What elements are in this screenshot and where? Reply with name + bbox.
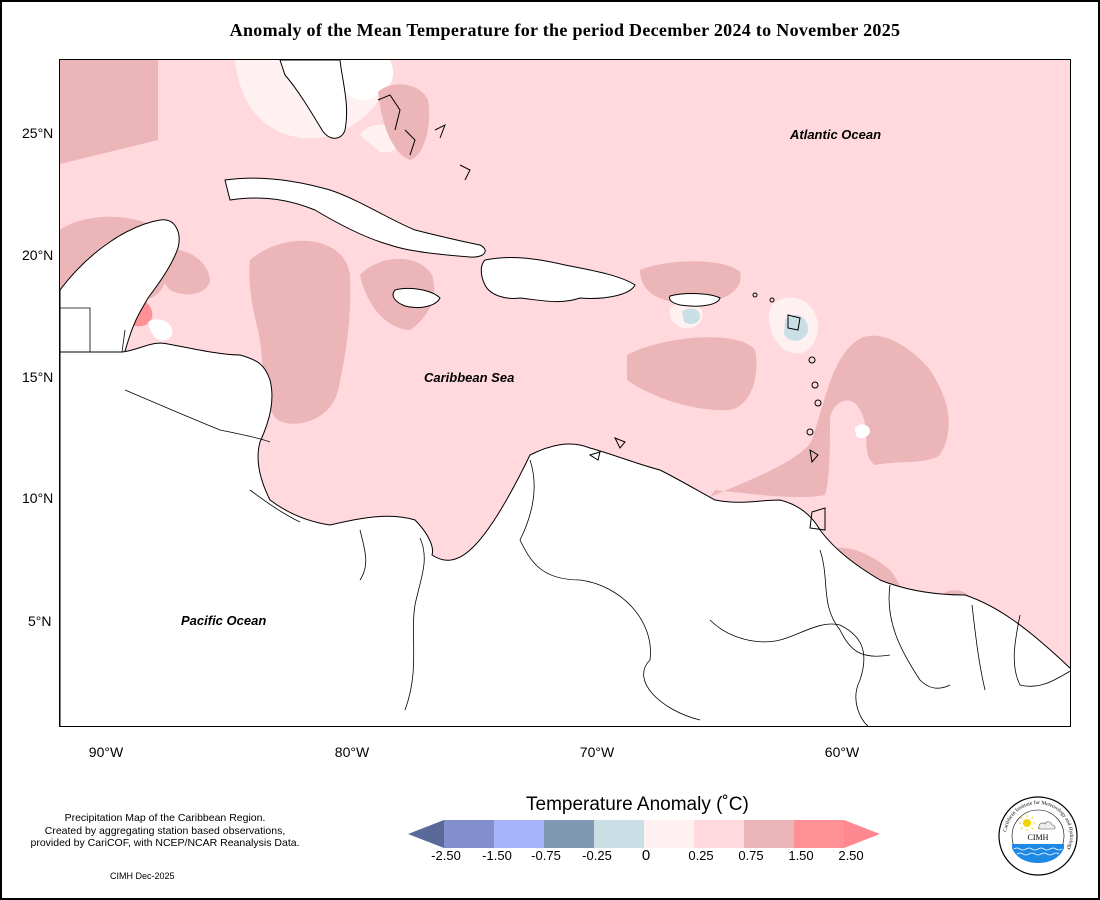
legend-tick: -2.50 (431, 848, 461, 863)
logo-text: CIMH (1028, 833, 1049, 842)
caption-line: provided by CariCOF, with NCEP/NCAR Rean… (30, 837, 300, 849)
country-borders (60, 307, 1070, 726)
border-nicaragua-costa-rica (249, 489, 301, 523)
atlantic-ocean-label: Atlantic Ocean (790, 127, 882, 142)
island-virgin (752, 292, 758, 298)
legend-colorbar (408, 820, 880, 848)
land-florida (279, 60, 348, 139)
caption-line: Precipitation Map of the Caribbean Regio… (64, 812, 266, 824)
border-honduras-nicaragua (124, 389, 271, 443)
patch-windward-islands (710, 335, 949, 498)
patch-eastern-caribbean (627, 337, 757, 411)
border-venezuela-guyana (819, 549, 891, 657)
longitude-label-70w: 70°W (579, 744, 615, 760)
credit-text: CIMH Dec-2025 (110, 871, 175, 881)
land-cuba (224, 177, 486, 258)
patch-bahamas (378, 84, 430, 160)
legend-swatch (644, 820, 694, 848)
island-bahamas-3 (434, 123, 446, 139)
patch-negative-guadeloupe (784, 315, 808, 341)
patch-florida-center (335, 60, 394, 100)
border-costa-rica-panama (359, 529, 367, 581)
legend-swatch (794, 820, 844, 848)
border-guyana-suriname (888, 584, 951, 689)
patch-negative-puerto-rico (682, 308, 700, 324)
island-trinidad (809, 507, 826, 531)
patch-puerto-rico (640, 261, 741, 304)
legend-tick: 0 (641, 847, 651, 864)
island-dominica (808, 356, 816, 364)
border-colombia-venezuela (519, 459, 701, 721)
land-hispaniola (480, 257, 636, 303)
map-caption: Precipitation Map of the Caribbean Regio… (0, 812, 330, 850)
island-st-lucia (814, 399, 822, 407)
legend-swatch (744, 820, 794, 848)
island-bahamas-1 (377, 94, 401, 131)
cimh-logo: Caribbean Institute for Meteorology and … (998, 796, 1078, 876)
land-central-south-america (60, 342, 1070, 726)
legend-tick: -0.75 (531, 848, 561, 863)
land-jamaica (392, 287, 441, 309)
land-puerto-rico (669, 293, 721, 307)
legend-swatch (444, 820, 494, 848)
island-st-vincent (806, 428, 814, 436)
island-anguilla (769, 297, 775, 303)
longitude-label-80w: 80°W (334, 744, 370, 760)
map-canvas (60, 60, 1070, 726)
longitude-label-90w: 90°W (88, 744, 124, 760)
legend-title: Temperature Anomaly (˚C) (526, 794, 749, 815)
island-martinique (811, 381, 819, 389)
latitude-label-5n: 5°N (28, 613, 52, 629)
patch-open-ocean-spot (855, 424, 870, 439)
latitude-label-25n: 25°N (22, 125, 54, 141)
legend-tick: 1.50 (788, 848, 814, 863)
legend-swatch (494, 820, 544, 848)
legend-arrow-low (408, 820, 444, 848)
anomaly-map (59, 59, 1071, 727)
border-belize (121, 329, 126, 353)
patch-gulf-northwest (60, 60, 158, 164)
patch-western-caribbean (249, 240, 351, 424)
island-guadeloupe (787, 314, 801, 331)
pacific-ocean-label: Pacific Ocean (181, 613, 267, 628)
latitude-label-10n: 10°N (22, 490, 54, 506)
cloud-icon (1038, 821, 1056, 830)
legend-tick: -1.50 (482, 848, 512, 863)
patch-honduras-coast (148, 319, 173, 341)
caribbean-sea-label: Caribbean Sea (424, 370, 515, 385)
island-bonaire (613, 437, 626, 449)
legend-arrow-high (844, 820, 880, 848)
island-bahamas-4 (459, 164, 471, 181)
longitude-label-60w: 60°W (824, 744, 860, 760)
caption-line: Created by aggregating station based obs… (44, 824, 286, 837)
border-french-guiana-brazil (1013, 614, 1070, 687)
legend-swatch (544, 820, 594, 848)
legend-tick: 0.75 (738, 848, 764, 863)
border-colombia-panama (404, 537, 425, 711)
legend-tick: 2.50 (838, 848, 864, 863)
latitude-label-20n: 20°N (22, 247, 54, 263)
border-suriname-french-guiana (971, 604, 986, 691)
island-curacao (588, 451, 601, 461)
legend-swatch (694, 820, 744, 848)
small-islands (377, 94, 826, 531)
border-venezuela-brazil (709, 619, 869, 726)
legend-swatch (594, 820, 644, 848)
legend-tick: -0.25 (582, 848, 612, 863)
border-mexico-guatemala (60, 307, 91, 352)
sun-icon (1023, 819, 1031, 827)
latitude-label-15n: 15°N (22, 369, 54, 385)
legend-tick: 0.25 (688, 848, 714, 863)
sun-rays-icon (1019, 815, 1035, 831)
map-title: Anomaly of the Mean Temperature for the … (229, 20, 901, 40)
island-grenada (809, 448, 819, 464)
island-bahamas-2 (404, 129, 416, 156)
